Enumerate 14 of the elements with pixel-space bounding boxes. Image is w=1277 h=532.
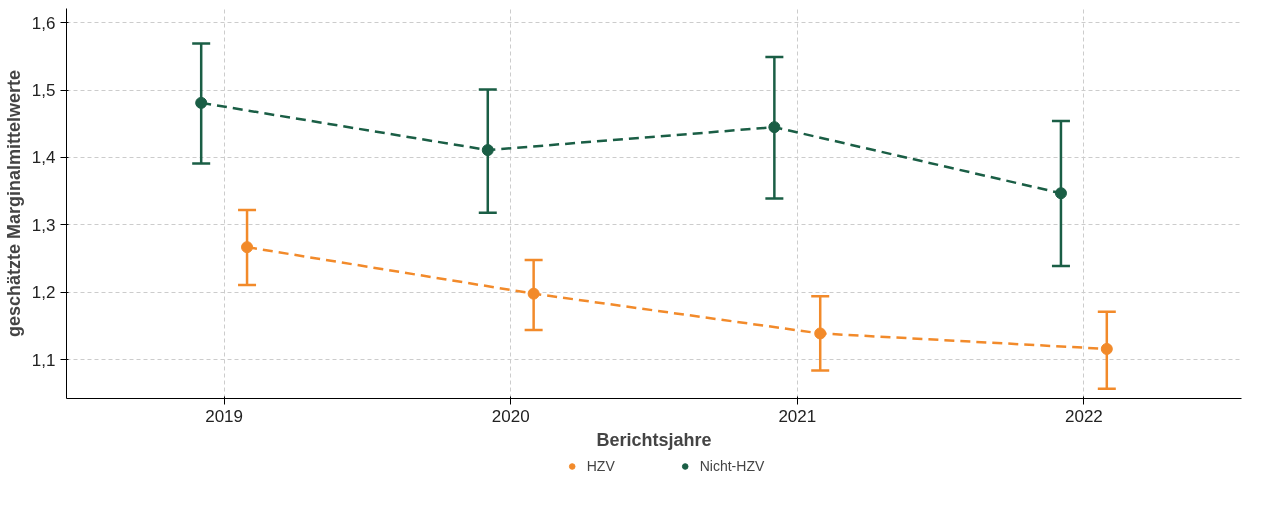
y-tick-label: 1,4	[31, 148, 56, 168]
x-axis-title: Berichtsjahre	[596, 429, 712, 450]
y-tick-label: 1,2	[31, 283, 56, 303]
legend-label: Nicht-HZV	[699, 458, 765, 474]
y-tick-label: 1,1	[31, 350, 56, 370]
y-axis-title: geschätzte Marginalmittelwerte	[3, 69, 24, 338]
y-tick-label: 1,6	[31, 13, 56, 33]
y-tick-label: 1,5	[31, 81, 56, 101]
x-tick-label: 2020	[491, 406, 530, 426]
y-tick-label: 1,3	[31, 215, 56, 235]
x-tick-label: 2022	[1064, 406, 1103, 426]
x-tick-label: 2019	[205, 406, 244, 426]
x-tick-label: 2021	[778, 406, 817, 426]
legend-label: HZV	[586, 458, 615, 474]
